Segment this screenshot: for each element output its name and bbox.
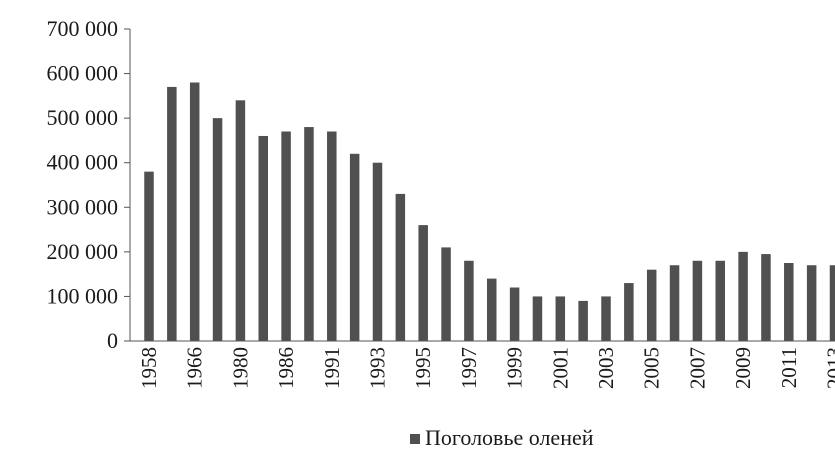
bar	[144, 172, 154, 341]
bar	[418, 225, 428, 341]
bar	[556, 296, 566, 341]
bar	[304, 127, 314, 341]
y-axis: 0 100 000 200 000 300 000 400 000 500 000 600 …	[47, 16, 131, 353]
x-axis: 1958 1966 1980 1986 1991 1993 1995 1997 1999 2001…	[130, 341, 835, 389]
bar	[510, 288, 519, 341]
bar	[716, 261, 726, 341]
bar	[464, 261, 474, 341]
y-tick-label: 200 000	[47, 239, 119, 264]
bar	[259, 136, 269, 341]
bar	[281, 132, 291, 341]
bar	[693, 261, 703, 341]
bar	[213, 118, 223, 341]
x-tick-label: 2003	[594, 347, 618, 389]
x-tick-label: 1997	[457, 347, 481, 389]
x-tick-label: 1986	[274, 347, 298, 389]
x-tick-label: 1958	[137, 347, 161, 389]
bar	[167, 87, 177, 341]
y-tick-label: 0	[107, 328, 118, 353]
x-tick-label: 1966	[183, 347, 207, 389]
y-tick-label: 100 000	[47, 283, 119, 308]
x-tick-label: 1993	[366, 347, 390, 389]
y-tick-label: 600 000	[47, 61, 119, 86]
bar	[441, 247, 451, 341]
bar	[327, 132, 337, 341]
legend-label: Поголовье оленей	[425, 425, 594, 450]
legend: Поголовье оленей	[410, 425, 594, 450]
x-tick-label: 1980	[228, 347, 252, 389]
bar	[487, 279, 497, 341]
y-tick-label: 700 000	[47, 16, 119, 41]
x-tick-label: 1999	[503, 347, 527, 389]
bar	[533, 296, 543, 341]
bar	[670, 265, 680, 341]
bar	[236, 100, 246, 341]
bar	[396, 194, 406, 341]
bar	[647, 270, 657, 341]
bar	[373, 163, 383, 341]
bar	[807, 265, 817, 341]
bar	[830, 265, 835, 341]
bar	[578, 301, 588, 341]
bar	[601, 296, 611, 341]
bar	[624, 283, 634, 341]
y-tick-label: 400 000	[47, 150, 119, 175]
bar	[784, 263, 794, 341]
x-tick-label: 2011	[777, 347, 801, 388]
y-tick-label: 300 000	[47, 194, 119, 219]
x-tick-label: 1995	[411, 347, 435, 389]
bar	[190, 82, 200, 341]
bar	[350, 154, 360, 341]
legend-swatch	[410, 434, 420, 444]
x-tick-label: 2009	[731, 347, 755, 389]
bars	[144, 82, 835, 341]
x-tick-label: 2007	[685, 347, 709, 389]
bar	[761, 254, 771, 341]
bar	[738, 252, 748, 341]
y-tick-label: 500 000	[47, 105, 119, 130]
x-tick-label: 1991	[320, 347, 344, 389]
x-tick-label: 2001	[548, 347, 572, 389]
x-tick-label: 2013	[823, 347, 835, 389]
x-tick-label: 2005	[640, 347, 664, 389]
